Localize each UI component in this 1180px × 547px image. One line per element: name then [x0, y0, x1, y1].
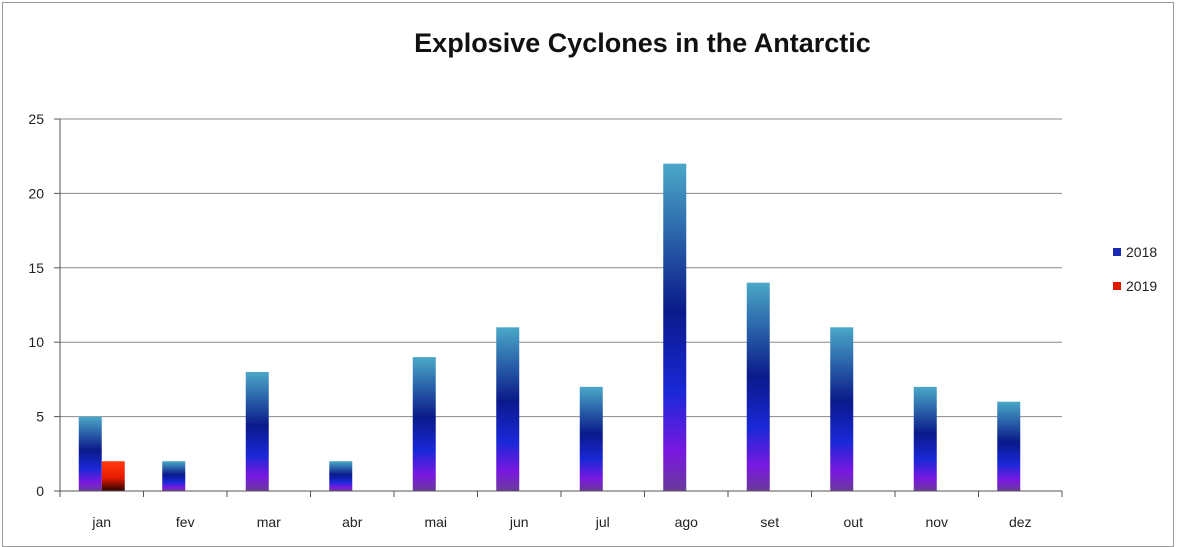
bar-2018-jun	[496, 327, 520, 491]
x-tick-label: nov	[925, 514, 948, 530]
y-tick-label: 0	[36, 483, 44, 499]
x-tick-label: fev	[176, 514, 195, 530]
x-tick-label: jan	[91, 514, 111, 530]
bar-2018-set	[746, 282, 770, 491]
legend-label-2018: 2018	[1126, 244, 1157, 260]
bar-2018-jul	[579, 386, 603, 491]
y-tick-label: 5	[36, 409, 44, 425]
y-tick-label: 25	[28, 111, 44, 127]
legend-swatch-2018	[1113, 248, 1121, 256]
legend-swatch-2019	[1113, 282, 1121, 290]
x-tick-label: abr	[342, 514, 363, 530]
bar-2018-mar	[245, 371, 269, 491]
x-tick-label: jun	[509, 514, 529, 530]
x-tick-label: out	[844, 514, 864, 530]
x-tick-label: ago	[675, 514, 699, 530]
bar-2018-mai	[412, 357, 436, 491]
x-tick-label: dez	[1009, 514, 1032, 530]
bar-2018-nov	[913, 386, 937, 491]
bar-2018-fev	[162, 461, 186, 491]
legend-label-2019: 2019	[1126, 278, 1157, 294]
x-tick-label: jul	[595, 514, 610, 530]
bar-2018-jan	[78, 416, 102, 491]
y-tick-label: 10	[28, 334, 44, 350]
x-tick-label: set	[760, 514, 779, 530]
x-tick-label: mai	[424, 514, 447, 530]
bar-2018-abr	[329, 461, 353, 491]
bar-2018-ago	[663, 163, 687, 491]
y-tick-label: 20	[28, 185, 44, 201]
bar-2019-jan	[101, 461, 125, 491]
chart-title: Explosive Cyclones in the Antarctic	[414, 28, 871, 58]
bar-2018-dez	[997, 401, 1021, 491]
x-tick-label: mar	[257, 514, 281, 530]
y-tick-label: 15	[28, 260, 44, 276]
bar-2018-out	[830, 327, 854, 491]
